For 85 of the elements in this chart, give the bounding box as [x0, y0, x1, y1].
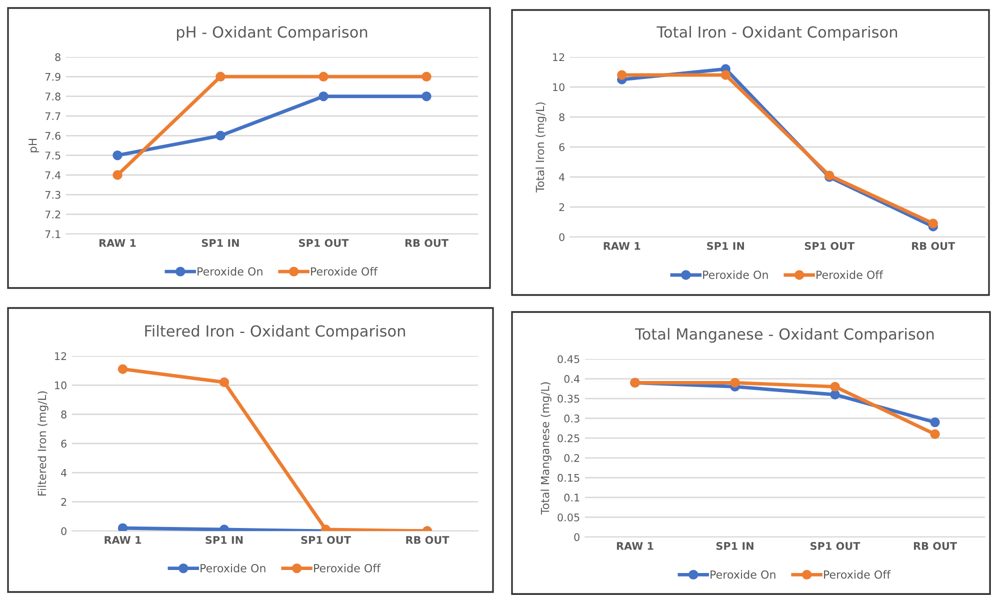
point [112, 150, 122, 160]
y-axis-title: Filtered Iron (mg/L) [38, 391, 48, 496]
y-axis-title: Total Iron (mg/L) [536, 102, 546, 192]
x-tick-label: SP1 OUT [810, 542, 860, 550]
x-tick-label: RB OUT [912, 242, 956, 250]
point [930, 417, 940, 428]
point [720, 70, 730, 80]
y-tick-label: 7.9 [45, 72, 60, 81]
y-tick-label: 10 [55, 381, 66, 390]
x-tick-label: SP1 IN [716, 542, 754, 550]
y-tick-label: 8 [55, 53, 60, 62]
legend-label: Peroxide On [200, 564, 266, 572]
x-tick-label: RB OUT [406, 536, 450, 544]
point [118, 523, 128, 531]
y-tick-label: 2 [61, 498, 66, 506]
chart-title: Total Manganese - Oxidant Comparison [635, 328, 934, 343]
x-tick-label: RAW 1 [99, 239, 136, 247]
x-tick-label: SP1 OUT [804, 242, 855, 250]
y-tick-label: 4 [61, 469, 67, 477]
point [930, 429, 940, 440]
y-tick-label: 0.05 [558, 513, 580, 522]
x-tick-label: SP1 IN [202, 239, 239, 247]
y-tick-label: 6 [61, 440, 66, 448]
y-tick-label: 0 [574, 533, 580, 542]
chart-title: Total Iron - Oxidant Comparison [656, 26, 898, 41]
x-tick-label: SP1 IN [206, 536, 243, 544]
y-tick-label: 7.3 [45, 190, 60, 199]
chart-title: pH - Oxidant Comparison [176, 26, 368, 41]
x-tick-label: RAW 1 [604, 242, 640, 250]
x-tick-label: RB OUT [405, 239, 448, 247]
y-tick-label: 2 [559, 203, 564, 211]
y-tick-label: 7.8 [45, 92, 60, 100]
point [118, 364, 128, 374]
x-tick-label: RAW 1 [616, 542, 654, 550]
point [617, 70, 627, 80]
legend-label: Peroxide On [198, 267, 262, 276]
legend-label: Peroxide Off [816, 270, 884, 279]
x-tick-label: SP1 IN [707, 242, 744, 250]
y-tick-label: 4 [559, 173, 565, 181]
point [830, 382, 840, 392]
y-tick-label: 7.6 [45, 132, 60, 140]
x-tick-label: RAW 1 [104, 536, 142, 544]
point [219, 377, 230, 388]
x-tick-label: SP1 OUT [299, 239, 349, 247]
legend-label: Peroxide Off [311, 267, 378, 276]
point [112, 170, 122, 180]
y-tick-label: 7.4 [45, 171, 61, 179]
y-tick-label: 0.1 [564, 494, 580, 502]
x-tick-label: RB OUT [914, 542, 957, 550]
legend-label: Peroxide Off [314, 564, 381, 572]
point [830, 390, 840, 400]
y-tick-label: 0 [61, 527, 66, 536]
legend-label: Peroxide On [710, 570, 776, 579]
y-tick-label: 0.45 [558, 355, 580, 364]
y-tick-label: 7.7 [45, 112, 60, 120]
point [730, 378, 740, 388]
y-tick-label: 10 [553, 83, 564, 92]
y-tick-label: 0.4 [564, 375, 580, 383]
y-tick-label: 8 [61, 410, 66, 418]
y-tick-label: 0 [559, 233, 564, 242]
y-axis-title: pH [28, 138, 40, 152]
chart-title: Filtered Iron - Oxidant Comparison [145, 324, 405, 340]
y-tick-label: 7.5 [45, 152, 60, 160]
y-axis-title: Total Manganese (mg/L) [540, 382, 552, 515]
y-tick-label: 12 [55, 352, 66, 360]
x-tick-label: SP1 OUT [301, 536, 351, 544]
point [318, 72, 328, 82]
y-tick-label: 7.1 [45, 230, 60, 238]
y-tick-label: 0.35 [558, 394, 580, 403]
y-tick-label: 6 [559, 143, 564, 152]
point [318, 91, 328, 102]
y-tick-label: 12 [553, 53, 564, 61]
point [422, 91, 432, 102]
point [928, 218, 938, 228]
point [216, 72, 226, 82]
y-tick-label: 8 [559, 113, 564, 122]
y-tick-label: 0.3 [564, 414, 580, 422]
y-tick-label: 0.15 [558, 474, 580, 482]
legend-label: Peroxide Off [824, 570, 891, 579]
y-tick-label: 0.2 [564, 454, 580, 462]
point [216, 130, 226, 141]
y-tick-label: 0.25 [558, 434, 580, 442]
point [422, 72, 432, 82]
legend-label: Peroxide On [703, 270, 768, 279]
y-tick-label: 7.2 [45, 210, 60, 218]
